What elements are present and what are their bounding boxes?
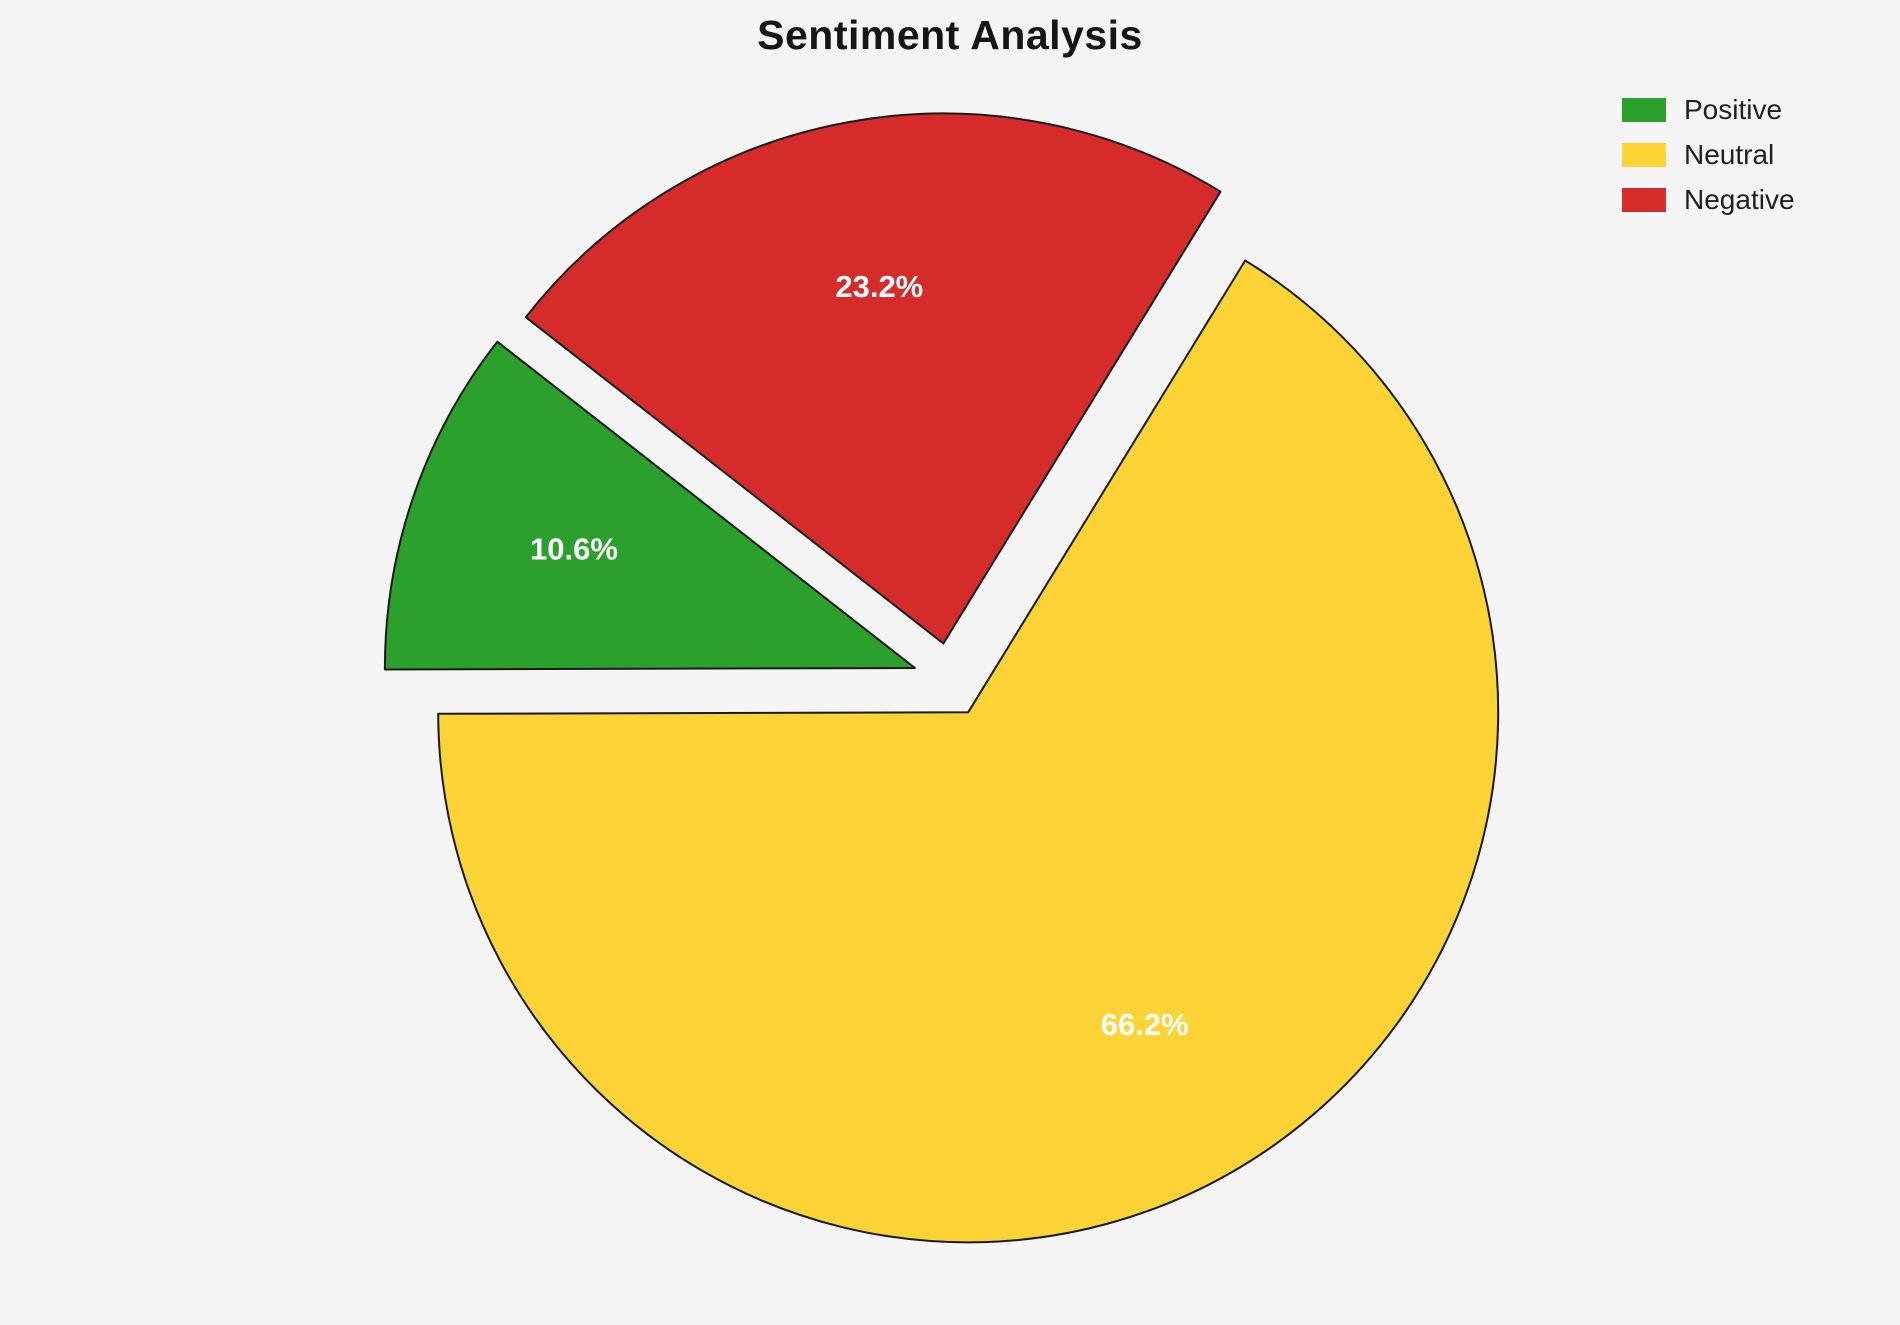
legend-swatch-neutral <box>1622 143 1666 167</box>
legend-item-positive: Positive <box>1622 96 1795 124</box>
pie-slice-neutral <box>437 259 1500 1244</box>
legend-item-negative: Negative <box>1622 186 1795 214</box>
pct-label-neutral: 66.2% <box>1101 1007 1189 1042</box>
legend-label-neutral: Neutral <box>1684 139 1775 170</box>
legend-swatch-positive <box>1622 98 1666 122</box>
legend-item-neutral: Neutral <box>1622 141 1795 169</box>
pct-label-positive: 10.6% <box>530 531 618 566</box>
pie-slice-negative <box>524 112 1222 645</box>
pie-slice-positive <box>383 340 916 671</box>
pct-label-negative: 23.2% <box>835 269 923 304</box>
legend-label-positive: Positive <box>1684 94 1783 125</box>
chart-title: Sentiment Analysis <box>757 12 1143 58</box>
legend-label-negative: Negative <box>1684 184 1795 215</box>
legend: Positive Neutral Negative <box>1622 96 1795 214</box>
legend-swatch-negative <box>1622 188 1666 212</box>
